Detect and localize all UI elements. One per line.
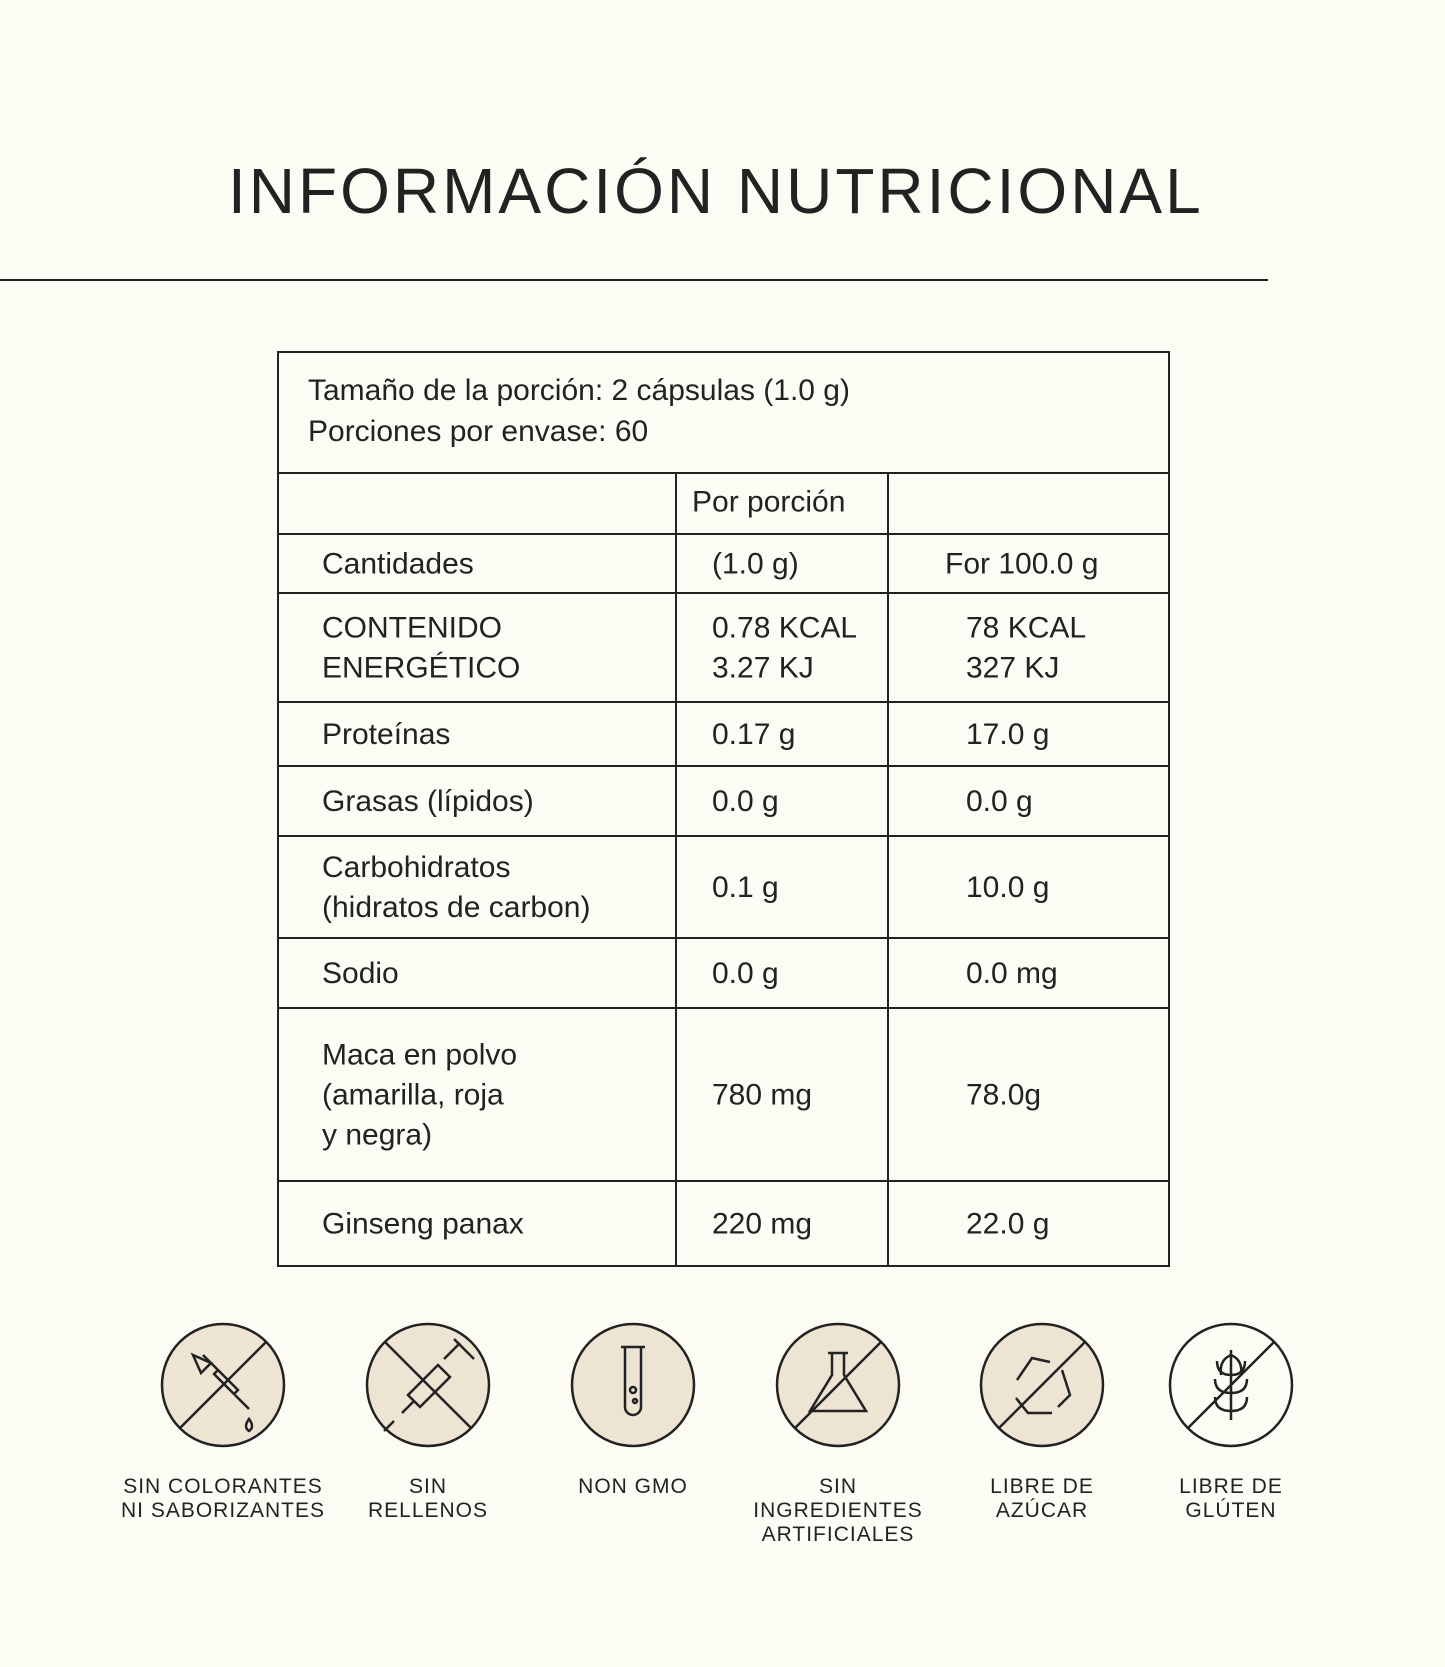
per-100g: 0.0 g — [966, 785, 1033, 818]
badge-label: NI SABORIZANTES — [121, 1499, 325, 1522]
row-name: (hidratos de carbon) — [322, 891, 590, 924]
badge-label: AZÚCAR — [996, 1499, 1088, 1522]
badge-label: LIBRE DE — [1179, 1475, 1283, 1498]
per-100g: 22.0 g — [966, 1207, 1049, 1240]
serving-line: Tamaño de la porción: 2 cápsulas (1.0 g) — [308, 374, 850, 407]
per-100g: 0.0 mg — [966, 957, 1058, 990]
row-name: CONTENIDO — [322, 611, 502, 644]
row-name: Ginseng panax — [322, 1207, 524, 1240]
per-portion: 3.27 KJ — [712, 651, 814, 684]
per-portion: 220 mg — [712, 1207, 812, 1240]
icon-recycle — [979, 1322, 1105, 1448]
per-portion: (1.0 g) — [712, 547, 799, 580]
column-header: Por porción — [692, 485, 845, 518]
per-100g: 78.0g — [966, 1078, 1041, 1111]
badge-label: SIN — [819, 1475, 857, 1498]
nutrition-table: Tamaño de la porción: 2 cápsulas (1.0 g)… — [277, 351, 1170, 1267]
badge-label: SIN — [409, 1475, 447, 1498]
per-portion: 0.17 g — [712, 718, 795, 751]
row-name: y negra) — [322, 1118, 432, 1151]
per-100g: 17.0 g — [966, 718, 1049, 751]
icon-tube — [570, 1322, 696, 1448]
row-name: Proteínas — [322, 718, 450, 751]
row-name: Grasas (lípidos) — [322, 785, 534, 818]
icon-dropper — [160, 1322, 286, 1448]
per-100g: 327 KJ — [966, 651, 1059, 684]
badge-label: LIBRE DE — [990, 1475, 1094, 1498]
badge-label: RELLENOS — [368, 1499, 488, 1522]
badges — [160, 1322, 1294, 1448]
row-name: (amarilla, roja — [322, 1078, 504, 1111]
row-name: Sodio — [322, 957, 399, 990]
badge-label: SIN COLORANTES — [123, 1475, 323, 1498]
badge-label: GLÚTEN — [1185, 1499, 1276, 1522]
row-name: Cantidades — [322, 547, 474, 580]
per-100g: 78 KCAL — [966, 611, 1086, 644]
badge-label: INGREDIENTES — [753, 1499, 923, 1522]
icon-flask — [775, 1322, 901, 1448]
row-name: ENERGÉTICO — [322, 651, 520, 684]
badge-label: NON GMO — [578, 1475, 688, 1498]
row-name: Maca en polvo — [322, 1038, 517, 1071]
per-100g: For 100.0 g — [945, 547, 1098, 580]
table-border — [277, 351, 1170, 1267]
title: INFORMACIÓN NUTRICIONAL — [228, 155, 1204, 227]
serving-line: Porciones por envase: 60 — [308, 415, 648, 448]
badge-label: ARTIFICIALES — [762, 1523, 915, 1546]
per-portion: 0.1 g — [712, 871, 779, 904]
per-100g: 10.0 g — [966, 871, 1049, 904]
per-portion: 0.0 g — [712, 957, 779, 990]
row-name: Carbohidratos — [322, 851, 510, 884]
per-portion: 0.0 g — [712, 785, 779, 818]
icon-syringe — [365, 1322, 491, 1448]
per-portion: 780 mg — [712, 1078, 812, 1111]
per-portion: 0.78 KCAL — [712, 611, 857, 644]
icon-wheat — [1168, 1322, 1294, 1448]
